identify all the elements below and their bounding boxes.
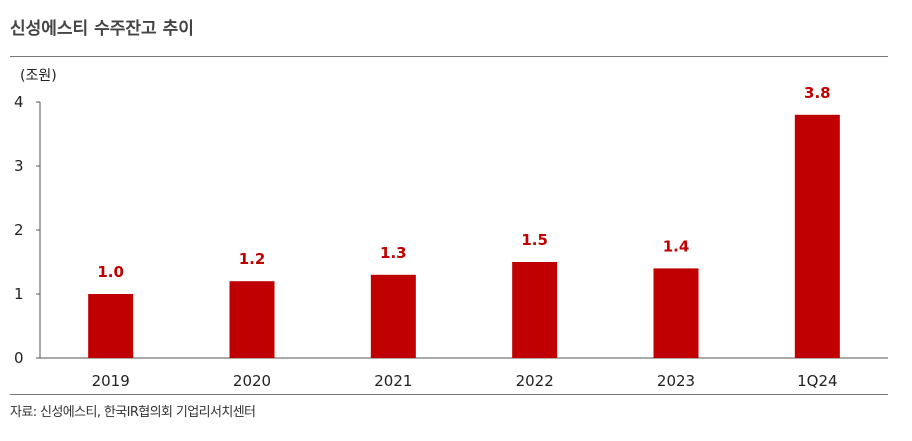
x-category-label-2019: 2019 (92, 372, 130, 390)
data-label-1Q24: 3.8 (804, 84, 831, 102)
y-axis-unit-label: (조원) (20, 68, 57, 84)
y-tick-label-3: 3 (14, 157, 24, 175)
x-axis-categories: 2019 2020 2021 2022 2023 1Q24 (92, 372, 838, 390)
x-category-label-2023: 2023 (657, 372, 695, 390)
x-category-label-2020: 2020 (233, 372, 271, 390)
bar-2020 (229, 281, 275, 358)
x-category-label-1Q24: 1Q24 (797, 372, 837, 390)
data-label-2021: 1.3 (380, 244, 407, 262)
bar-2019 (88, 294, 134, 358)
bar-1Q24 (794, 114, 840, 358)
data-label-2019: 1.0 (97, 263, 124, 281)
y-tick-label-4: 4 (14, 93, 24, 111)
x-category-label-2021: 2021 (374, 372, 412, 390)
x-category-label-2022: 2022 (516, 372, 554, 390)
data-label-2022: 1.5 (521, 231, 548, 249)
title-divider (10, 56, 888, 57)
bar-2022 (512, 262, 558, 358)
bar-2021 (370, 274, 416, 358)
data-label-2023: 1.4 (663, 237, 690, 255)
chart-title: 신성에스티 수주잔고 추이 (10, 19, 194, 39)
y-axis-ticks: 0 1 2 3 4 (14, 93, 40, 367)
source-divider (10, 394, 888, 395)
y-tick-label-2: 2 (14, 221, 24, 239)
bar-2023 (653, 268, 699, 358)
data-label-2020: 1.2 (239, 250, 266, 268)
data-labels: 1.0 1.2 1.3 1.5 1.4 3.8 (97, 84, 830, 281)
source-note: 자료: 신성에스티, 한국IR협의회 기업리서치센터 (10, 405, 256, 420)
y-tick-label-1: 1 (14, 285, 24, 303)
bars (88, 114, 840, 358)
y-tick-label-0: 0 (14, 349, 24, 367)
